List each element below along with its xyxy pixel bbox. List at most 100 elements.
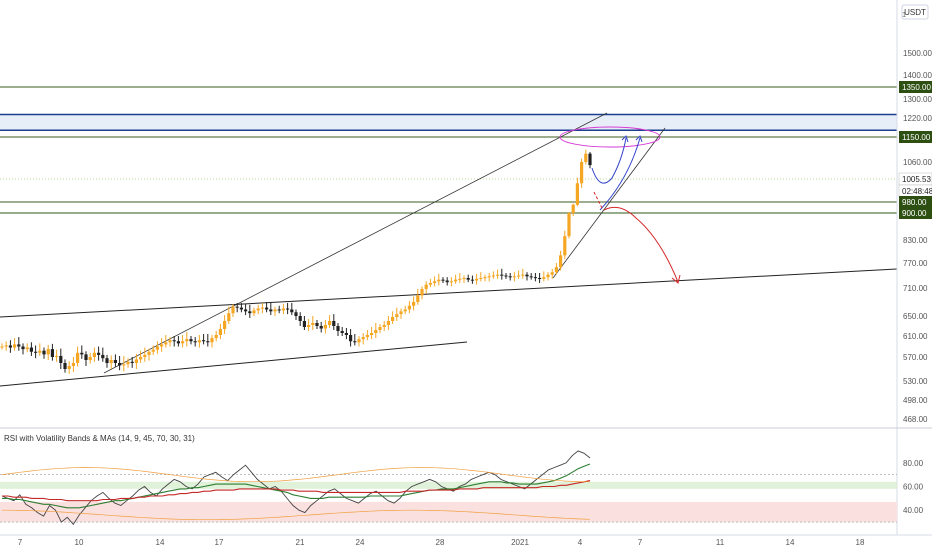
candle-body [382,325,386,327]
candle-body [168,340,172,343]
time-axis[interactable]: 7 10 14 17 21 24 28 2021 4 7 11 14 18 [18,538,865,547]
candle-body [445,280,449,283]
candle-body [424,284,428,289]
price-tick-label: 650.00 [903,312,928,321]
bearish-path [603,206,679,283]
candle-body [113,360,117,363]
horizontal-levels[interactable] [0,86,897,214]
candle-body [378,327,382,330]
candle-body [252,310,256,314]
candle-body [151,349,155,352]
candle-body [46,349,50,355]
candle-body [122,364,126,366]
price-badge-bg [899,207,932,219]
candle-body [185,339,189,342]
candle-body [412,302,416,306]
candle-body [475,278,479,281]
candle-body [59,355,63,363]
candle-body [8,345,12,348]
candle-body [458,278,462,280]
candle-body [290,309,294,313]
candle-body [277,309,281,311]
candle-body [479,278,483,279]
candle-body [428,283,432,285]
candle-body [202,340,206,342]
arrow-head-2 [635,135,643,143]
candle-body [487,276,491,278]
candle-body [580,162,584,184]
candle-body [17,344,21,347]
candle-body [357,339,361,343]
candle-body [25,347,29,350]
price-scale[interactable]: 1500.00 1400.00 1300.00 1220.00 1060.00 830.0… [903,49,932,424]
candle-body [181,341,185,344]
upper-channel-trendline [0,268,898,318]
wedge-lower-trendline [552,127,666,279]
candle-body [34,351,38,353]
candle-body [340,331,344,333]
currency-badge[interactable] [901,4,929,20]
time-tick-label: 7 [18,538,23,547]
candle-body [92,352,96,357]
candle-body [143,354,147,357]
candle-body [504,275,508,277]
candle-body [554,267,558,273]
resistance-zone[interactable] [0,113,897,131]
candle-body [193,341,197,343]
candle-body [80,352,84,355]
rsi-series-line [2,480,591,502]
candle-body [567,213,571,237]
candle-body [286,308,290,310]
candle-body [118,363,122,366]
candle-body [344,333,348,335]
candle-body [542,277,546,279]
candle-body [105,358,109,363]
price-badge-label: 02:48:48 [902,187,932,196]
bullish-path-1 [591,137,627,184]
time-tick-label: 21 [296,538,305,547]
candle-body [483,277,487,279]
candle-body [38,350,42,353]
candle-body [176,341,180,344]
time-tick-label: 10 [75,538,84,547]
candle-body [323,325,327,329]
wedge-upper-trendline [103,112,608,374]
time-tick-label: 24 [356,538,365,547]
candle-body [403,309,407,312]
scale-marker: 1 [902,12,906,19]
candle-body [563,236,567,256]
rsi-pane: 80.00 60.00 40.00 [0,450,924,526]
candle-body [244,309,248,312]
trendlines[interactable] [0,112,898,387]
candle-body [449,281,453,283]
candle-body [55,355,59,357]
candle-body [281,308,285,311]
candle-body [214,335,218,339]
candle-body [454,279,458,282]
candle-body [71,363,75,366]
candle-body [508,276,512,278]
candle-body [307,325,311,327]
candle-body [239,307,243,310]
price-tick-label: 1220.00 [903,114,932,123]
rsi-indicator-title[interactable]: RSI with Volatility Bands & MAs (14, 9, … [4,434,195,443]
candle-body [441,279,445,281]
rsi-middle-band [0,481,897,489]
candle-body [260,307,264,309]
candle-body [4,345,8,347]
time-tick-label: 2021 [511,538,529,547]
candle-body [353,341,357,343]
candle-body [302,321,306,327]
candle-body [231,306,235,314]
time-tick-label: 4 [578,538,583,547]
rsi-tick-label: 80.00 [903,459,924,468]
candle-body [126,361,130,365]
candle-body [332,321,336,326]
projection-drawings[interactable] [559,126,681,284]
price-badge-label: 900.00 [902,209,927,218]
bearish-arrow-head [671,274,681,284]
candle-body [256,308,260,311]
candle-body [21,346,25,350]
